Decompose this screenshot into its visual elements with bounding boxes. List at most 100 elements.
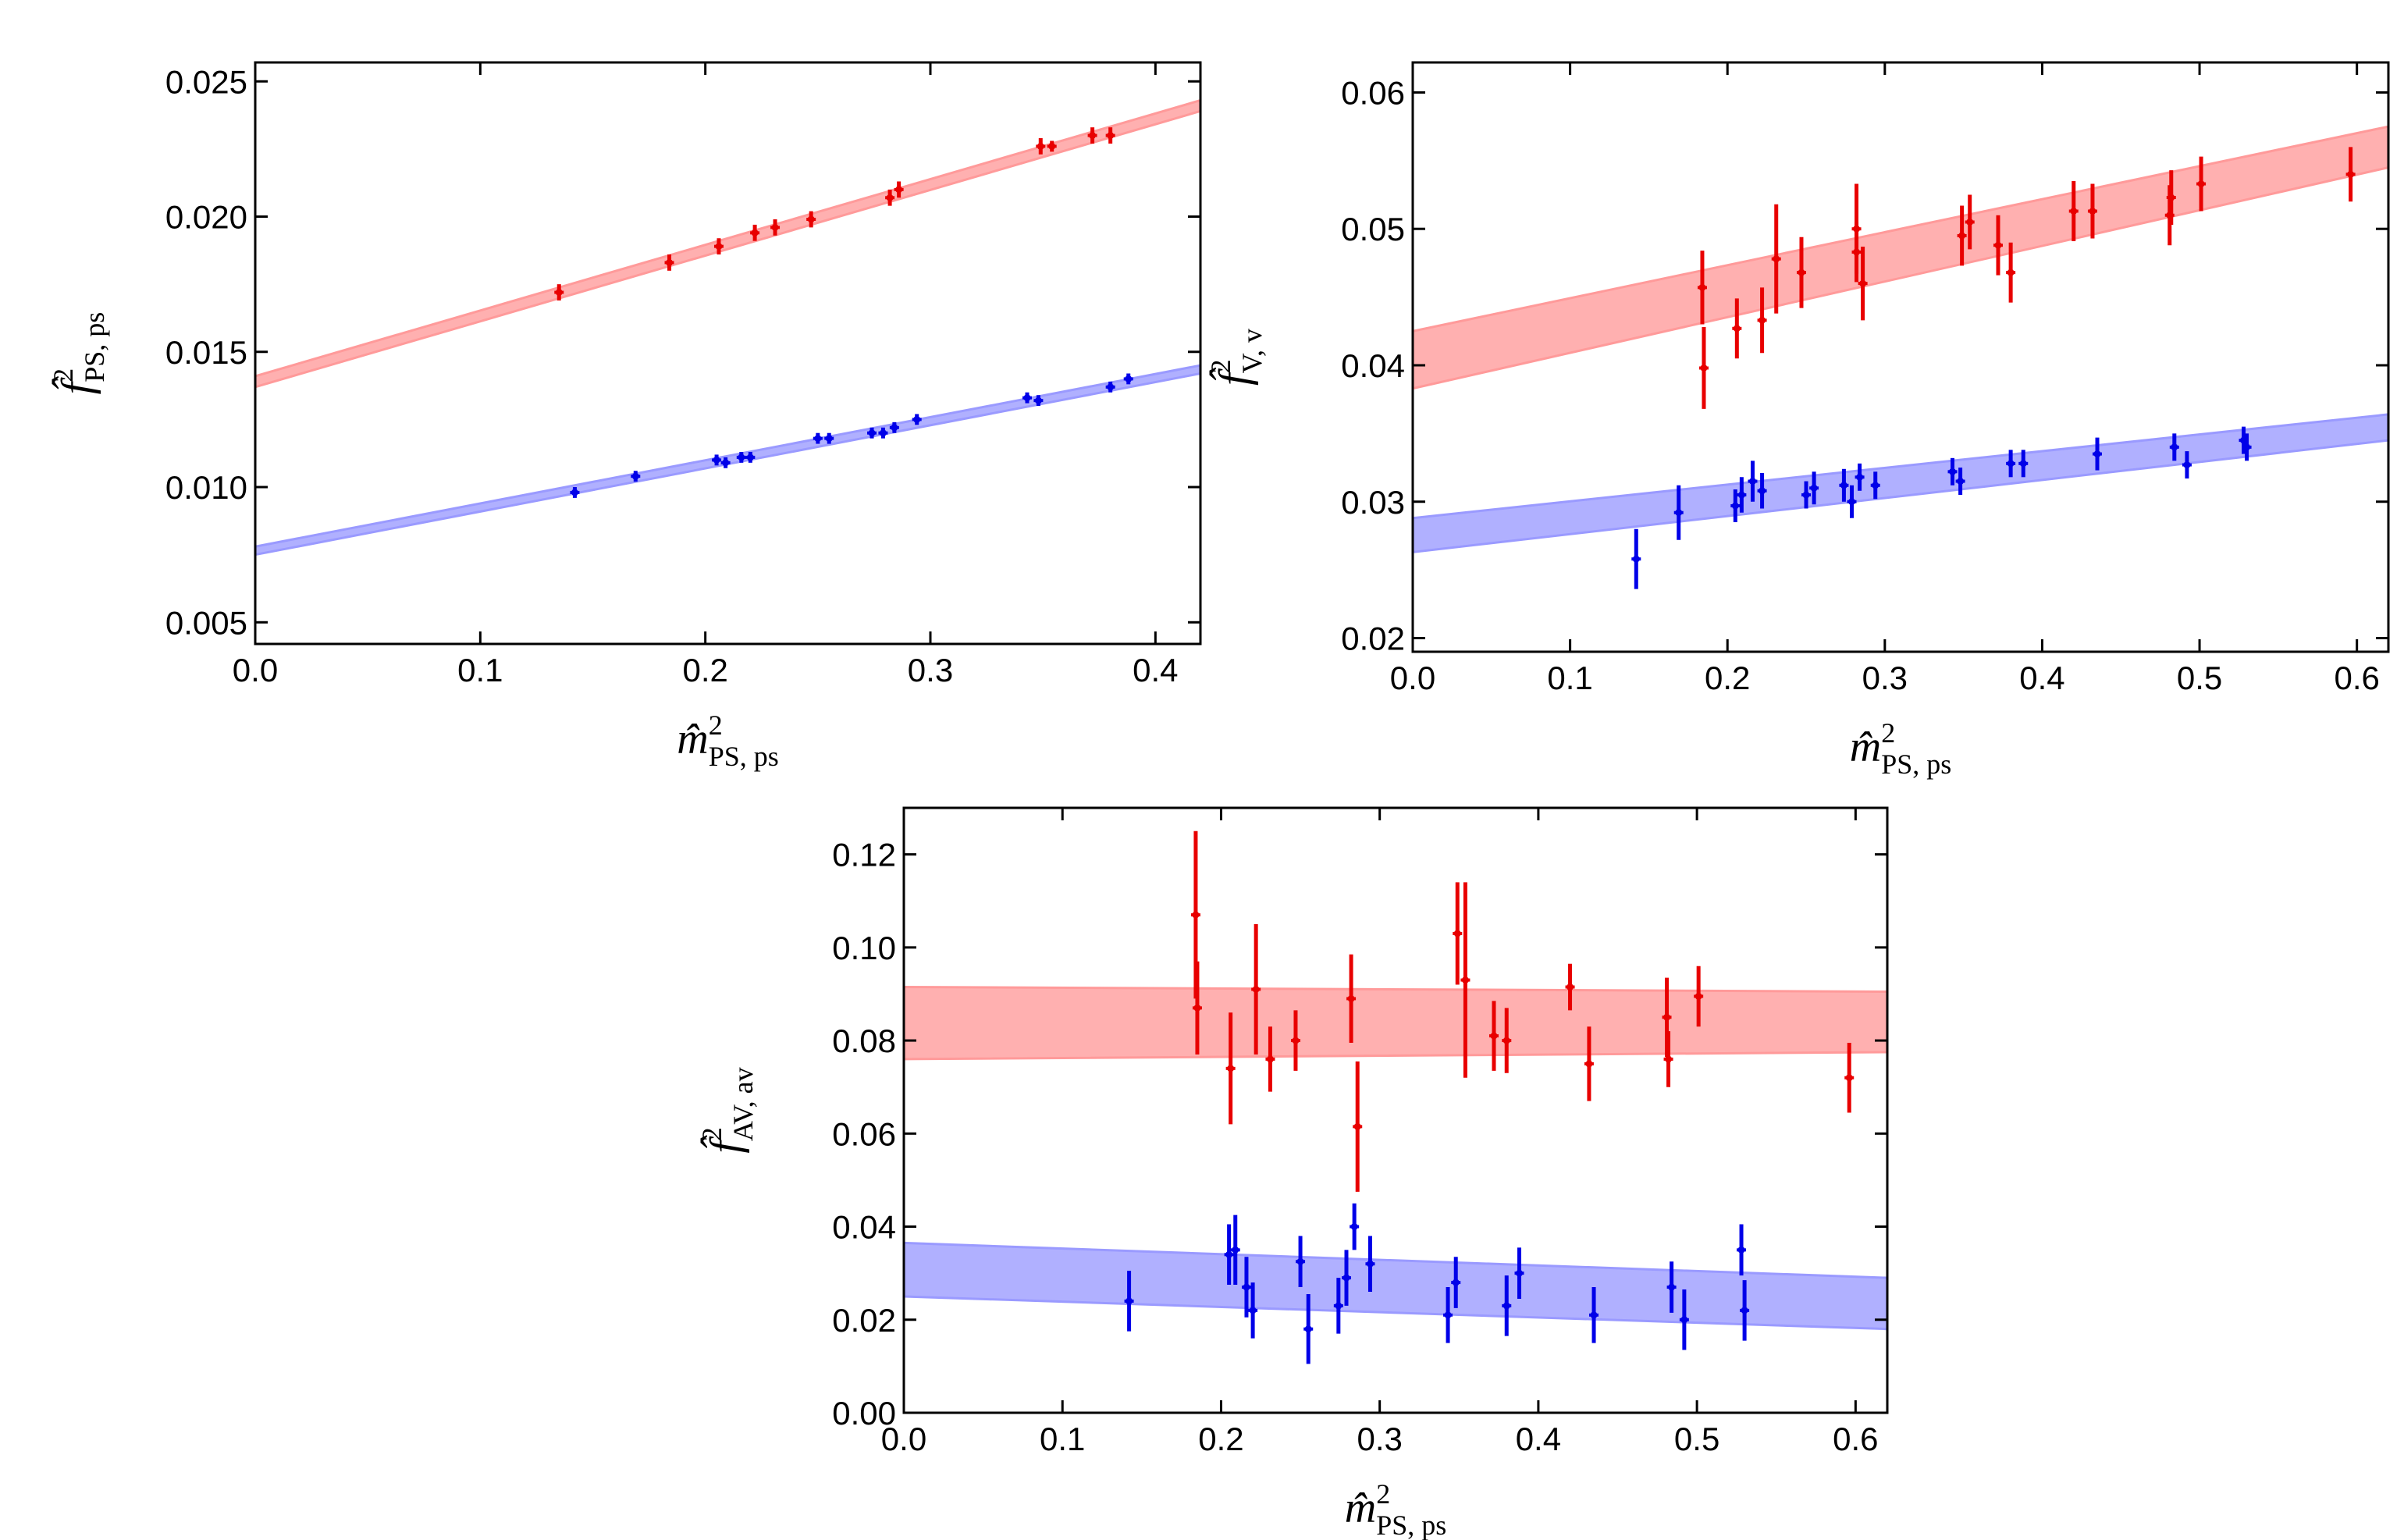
fps-xtick-label-1: 0.1 bbox=[457, 652, 503, 688]
fv-red-point-0 bbox=[1698, 283, 1706, 291]
fv-blue-point-4 bbox=[1748, 478, 1756, 485]
fps-blue-point-15 bbox=[1125, 375, 1133, 382]
fv-plot-area bbox=[1413, 125, 2388, 589]
fps-blue-point-13 bbox=[1034, 397, 1042, 404]
fps-red-fit-band bbox=[255, 98, 1200, 389]
fv-xtick-label-4: 0.4 bbox=[2019, 660, 2064, 696]
fv-red-point-12 bbox=[2007, 269, 2015, 276]
fv-frame bbox=[1411, 61, 2390, 653]
fv-red-point-4 bbox=[1773, 255, 1780, 263]
fps-red-point-1 bbox=[666, 258, 674, 266]
fv-red-point-8 bbox=[1859, 279, 1867, 287]
fav-ylabel-sup: 2 bbox=[696, 1127, 727, 1141]
fv-blue-point-17 bbox=[2171, 443, 2178, 451]
fav-ytick-label-4: 0.08 bbox=[832, 1023, 896, 1059]
fps-blue-point-0 bbox=[571, 489, 578, 496]
fav-blue-point-13 bbox=[1502, 1302, 1510, 1310]
fps-ytick-label-3: 0.020 bbox=[165, 199, 247, 236]
fav-xlabel-sup: 2 bbox=[1376, 1478, 1390, 1510]
fv-ytick-label-1: 0.03 bbox=[1341, 484, 1405, 521]
fv-blue-point-7 bbox=[1810, 484, 1818, 492]
fav-red-point-10 bbox=[1490, 1032, 1498, 1040]
fps-blue-point-7 bbox=[825, 435, 833, 443]
fps-blue-point-6 bbox=[814, 435, 822, 443]
fav-frame bbox=[902, 806, 1889, 1414]
fav-xlabel-base: m̂ bbox=[1345, 1484, 1376, 1532]
fv-ytick-label-3: 0.05 bbox=[1341, 211, 1405, 247]
fav-xlabel-sub: PS, ps bbox=[1376, 1510, 1446, 1540]
fv-xlabel-sup: 2 bbox=[1881, 717, 1895, 749]
fv-ylabel-sub: V, v bbox=[1236, 329, 1268, 373]
fav-red-point-15 bbox=[1665, 1055, 1673, 1063]
fav-ytick-label-3: 0.06 bbox=[832, 1115, 896, 1152]
fv-ytick-label-2: 0.04 bbox=[1341, 347, 1405, 384]
fps-ytick-label-0: 0.005 bbox=[165, 604, 247, 641]
fv-red-point-1 bbox=[1700, 364, 1708, 372]
fv-red-point-10 bbox=[1966, 218, 1974, 226]
fv-ytick-label-0: 0.02 bbox=[1341, 621, 1405, 657]
fps-red-point-6 bbox=[886, 194, 894, 201]
fav-blue-point-0 bbox=[1126, 1297, 1133, 1305]
fps-xtick-label-3: 0.3 bbox=[908, 652, 953, 688]
fav-red-point-14 bbox=[1663, 1013, 1671, 1021]
fps-blue-point-5 bbox=[746, 453, 754, 461]
fv-ylabel: f̂2V, v bbox=[1205, 329, 1268, 386]
fav-blue-point-14 bbox=[1516, 1269, 1524, 1277]
fps-ytick-label-4: 0.025 bbox=[165, 63, 247, 100]
fav-red-point-16 bbox=[1695, 992, 1702, 1000]
fav-xtick-label-1: 0.1 bbox=[1040, 1421, 1085, 1457]
fps-xlabel: m̂2 PS, ps bbox=[677, 710, 779, 772]
fav-blue-point-8 bbox=[1342, 1274, 1350, 1282]
fav-xtick-label-4: 0.4 bbox=[1516, 1421, 1561, 1457]
fv-blue-point-9 bbox=[1848, 498, 1855, 506]
panel-fav: 0.0 0.1 0.2 0.3 0.4 0.5 0.6 0.00 0.02 0.04 0.06 0.0… bbox=[696, 806, 1889, 1540]
fps-ylabel: f̂2PS, ps bbox=[48, 312, 110, 395]
fps-blue-point-10 bbox=[891, 424, 898, 432]
fav-xtick-label-0: 0.0 bbox=[881, 1421, 926, 1457]
fps-blue-point-14 bbox=[1107, 383, 1115, 391]
fv-blue-point-10 bbox=[1856, 473, 1864, 481]
fps-xlabel-base: m̂ bbox=[677, 715, 708, 763]
fps-xlabel-sup: 2 bbox=[709, 710, 723, 741]
fv-blue-point-1 bbox=[1675, 509, 1683, 517]
fv-blue-point-15 bbox=[2019, 460, 2027, 468]
fps-blue-point-9 bbox=[879, 429, 887, 437]
fav-blue-point-2 bbox=[1232, 1246, 1239, 1254]
fav-blue-point-10 bbox=[1366, 1260, 1374, 1268]
fav-xtick-label-3: 0.3 bbox=[1357, 1421, 1402, 1457]
fv-xtick-label-6: 0.6 bbox=[2334, 660, 2379, 696]
fav-red-point-12 bbox=[1567, 983, 1574, 991]
fps-red-point-3 bbox=[751, 229, 759, 237]
fv-red-point-11 bbox=[1994, 241, 2002, 249]
fps-blue-fit-band bbox=[255, 364, 1200, 557]
fps-red-point-2 bbox=[715, 243, 723, 251]
fav-red-point-4 bbox=[1266, 1055, 1274, 1063]
fav-red-point-9 bbox=[1461, 976, 1469, 984]
fv-xlabel: m̂2 PS, ps bbox=[1850, 717, 1952, 780]
fav-ylabel: f̂2AV, av bbox=[696, 1067, 759, 1153]
fps-blue-point-11 bbox=[913, 415, 921, 423]
fv-red-point-18 bbox=[2347, 170, 2355, 178]
fv-blue-point-16 bbox=[2093, 450, 2101, 458]
fav-blue-point-18 bbox=[1737, 1246, 1745, 1254]
fav-ytick-label-1: 0.02 bbox=[832, 1302, 896, 1339]
fps-ytick-label-1: 0.010 bbox=[165, 469, 247, 506]
fv-red-point-9 bbox=[1958, 232, 1966, 240]
fps-red-point-4 bbox=[771, 223, 779, 231]
fv-red-point-14 bbox=[2089, 207, 2096, 215]
fv-red-point-13 bbox=[2070, 207, 2078, 215]
fav-blue-point-16 bbox=[1668, 1283, 1676, 1291]
fav-ytick-label-5: 0.10 bbox=[832, 930, 896, 966]
fv-xtick-label-3: 0.3 bbox=[1862, 660, 1908, 696]
fav-red-point-2 bbox=[1227, 1065, 1235, 1072]
fps-red-point-7 bbox=[895, 186, 903, 194]
fps-blue-point-1 bbox=[631, 472, 639, 480]
fv-xtick-label-1: 0.1 bbox=[1547, 660, 1592, 696]
fps-ylabel-sup: 2 bbox=[48, 368, 79, 382]
fav-blue-point-5 bbox=[1296, 1257, 1304, 1265]
fps-blue-point-12 bbox=[1023, 394, 1031, 402]
fv-blue-point-6 bbox=[1802, 491, 1810, 499]
fv-blue-point-14 bbox=[2007, 460, 2015, 468]
fav-blue-point-11 bbox=[1444, 1311, 1452, 1319]
